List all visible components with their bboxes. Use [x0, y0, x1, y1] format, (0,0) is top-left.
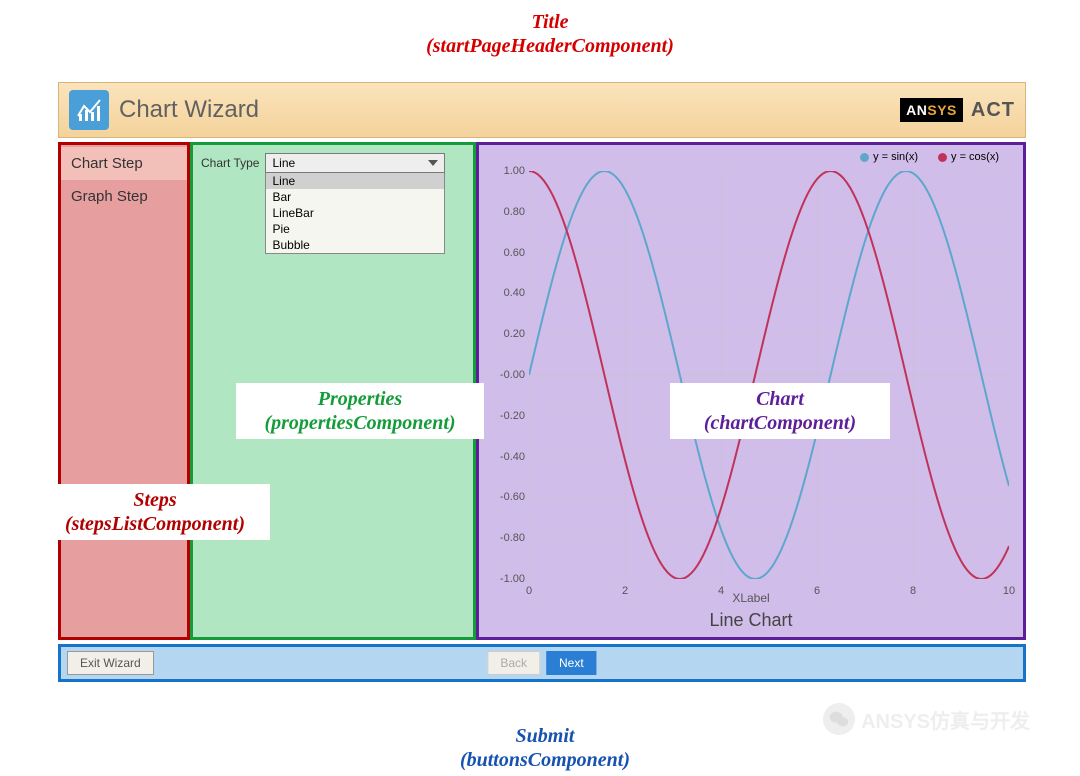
y-tick-label: -0.80 — [487, 532, 525, 544]
chart-xlabel: XLabel — [732, 591, 769, 605]
chevron-down-icon — [428, 160, 438, 166]
dropdown-option[interactable]: Bubble — [266, 237, 444, 253]
x-tick-label: 10 — [1003, 585, 1015, 597]
y-tick-label: 0.20 — [487, 328, 525, 340]
annotation-steps: Steps (stepsListComponent) — [40, 484, 270, 540]
legend-marker-icon — [860, 153, 869, 162]
x-tick-label: 2 — [622, 585, 628, 597]
step-item[interactable]: Graph Step — [61, 180, 187, 213]
dropdown-option[interactable]: Line — [266, 173, 444, 189]
y-tick-label: 0.60 — [487, 247, 525, 259]
dropdown-option[interactable]: Pie — [266, 221, 444, 237]
x-tick-label: 4 — [718, 585, 724, 597]
chart-wizard-icon — [69, 90, 109, 130]
wizard-header: Chart Wizard ANSYS ACT — [58, 82, 1026, 138]
y-tick-label: -0.00 — [487, 369, 525, 381]
chart-type-selected: Line — [272, 156, 295, 170]
dropdown-option[interactable]: LineBar — [266, 205, 444, 221]
chart-type-label: Chart Type — [201, 153, 259, 170]
x-tick-label: 0 — [526, 585, 532, 597]
y-tick-label: -0.40 — [487, 451, 525, 463]
wechat-icon — [823, 703, 855, 735]
y-tick-label: 1.00 — [487, 165, 525, 177]
steps-list: Chart StepGraph Step — [58, 142, 190, 640]
x-tick-label: 6 — [814, 585, 820, 597]
exit-wizard-button[interactable]: Exit Wizard — [67, 651, 154, 675]
ansys-logo: ANSYS ACT — [900, 98, 1015, 122]
annotation-title: Title (startPageHeaderComponent) — [395, 6, 705, 62]
chart-title: Line Chart — [709, 610, 792, 631]
y-tick-label: 0.80 — [487, 206, 525, 218]
next-button[interactable]: Next — [546, 651, 597, 675]
wizard-footer: Exit Wizard Back Next — [58, 644, 1026, 682]
wizard-title: Chart Wizard — [119, 96, 259, 124]
legend-marker-icon — [938, 153, 947, 162]
y-tick-label: 0.40 — [487, 287, 525, 299]
chart-legend: y = sin(x) y = cos(x) — [860, 151, 999, 163]
legend-item: y = cos(x) — [938, 151, 999, 163]
watermark: ANSYS仿真与开发 — [823, 703, 1030, 735]
legend-label: y = sin(x) — [873, 151, 918, 163]
dropdown-option[interactable]: Bar — [266, 189, 444, 205]
back-button[interactable]: Back — [487, 651, 540, 675]
chart-type-dropdown[interactable]: Line LineBarLineBarPieBubble — [265, 153, 445, 254]
x-tick-label: 8 — [910, 585, 916, 597]
annotation-properties: Properties (propertiesComponent) — [236, 383, 484, 439]
annotation-chart: Chart (chartComponent) — [670, 383, 890, 439]
y-tick-label: -0.60 — [487, 491, 525, 503]
step-item[interactable]: Chart Step — [61, 147, 187, 180]
legend-label: y = cos(x) — [951, 151, 999, 163]
y-tick-label: -0.20 — [487, 410, 525, 422]
y-tick-label: -1.00 — [487, 573, 525, 585]
annotation-submit: Submit (buttonsComponent) — [430, 720, 660, 776]
chart-plot-area: -1.00-0.80-0.60-0.40-0.20-0.000.200.400.… — [529, 171, 1009, 579]
legend-item: y = sin(x) — [860, 151, 918, 163]
